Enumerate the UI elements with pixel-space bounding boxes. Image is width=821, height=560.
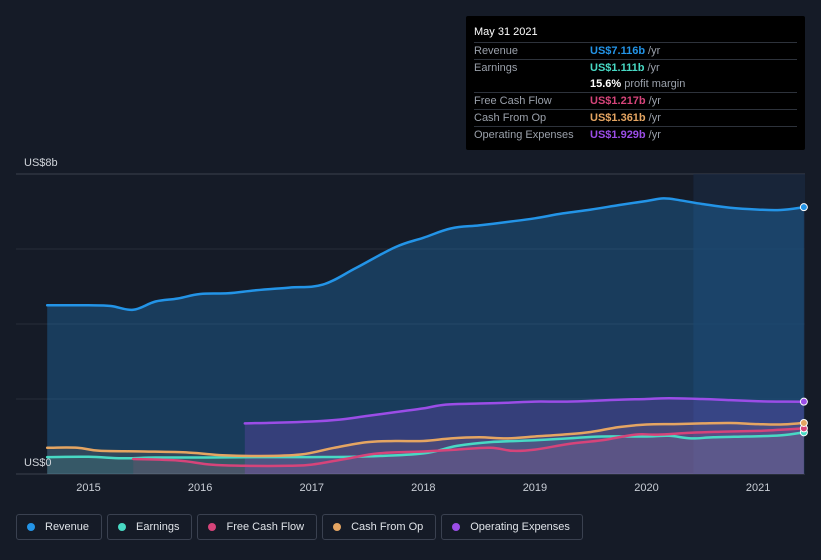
legend-item-earnings[interactable]: Earnings bbox=[107, 514, 193, 540]
x-tick-label: 2017 bbox=[299, 482, 323, 494]
legend-label: Operating Expenses bbox=[470, 521, 570, 533]
tooltip-row-operating-expenses: Operating Expenses US$1.929b /yr bbox=[474, 126, 797, 143]
tooltip-label bbox=[474, 76, 590, 92]
tooltip-label: Earnings bbox=[474, 62, 518, 74]
tooltip-value: US$1.217b bbox=[590, 95, 646, 107]
legend-dot-icon bbox=[118, 523, 127, 531]
tooltip-label: Operating Expenses bbox=[474, 129, 574, 141]
series-end-marker-cash-from-op bbox=[799, 418, 808, 427]
x-tick-label: 2016 bbox=[188, 482, 212, 494]
tooltip-label: Free Cash Flow bbox=[474, 95, 552, 107]
y-axis-max-label: US$8b bbox=[24, 157, 58, 169]
tooltip-row-earnings: Earnings US$1.111b /yr bbox=[474, 59, 797, 76]
tooltip-unit: /yr bbox=[647, 62, 660, 74]
tooltip-unit: /yr bbox=[648, 45, 661, 57]
markers-layer bbox=[799, 203, 808, 437]
x-tick-label: 2018 bbox=[411, 482, 435, 494]
legend-label: Cash From Op bbox=[351, 521, 424, 533]
tooltip-unit: /yr bbox=[648, 112, 661, 124]
lines-layer bbox=[45, 197, 806, 468]
series-line-earnings bbox=[45, 431, 806, 460]
tooltip-value: US$1.111b bbox=[590, 62, 645, 74]
x-tick-label: 2021 bbox=[746, 482, 770, 494]
tooltip-label: Cash From Op bbox=[474, 112, 547, 124]
y-axis-min-label: US$0 bbox=[24, 457, 52, 469]
tooltip-date: May 31 2021 bbox=[474, 26, 538, 38]
tooltip-unit: /yr bbox=[648, 95, 661, 107]
series-end-marker-revenue bbox=[799, 203, 808, 212]
x-tick-label: 2020 bbox=[634, 482, 658, 494]
x-axis-ticks: 2015 2016 2017 2018 2019 2020 2021 bbox=[76, 482, 770, 494]
legend-dot-icon bbox=[333, 523, 342, 531]
series-area-free-cash-flow bbox=[133, 428, 804, 474]
series-line-revenue bbox=[45, 197, 806, 312]
series-end-marker-operating-expenses bbox=[799, 397, 808, 406]
legend-dot-icon bbox=[452, 523, 461, 531]
legend-dot-icon bbox=[208, 523, 217, 531]
legend-item-free-cash-flow[interactable]: Free Cash Flow bbox=[197, 514, 318, 540]
tooltip-value: US$7.116b bbox=[590, 45, 646, 57]
tooltip-row-cash-from-op: Cash From Op US$1.361b /yr bbox=[474, 109, 797, 126]
tooltip-row-revenue: Revenue US$7.116b /yr bbox=[474, 42, 797, 59]
tooltip-label: Revenue bbox=[474, 45, 519, 57]
legend-item-revenue[interactable]: Revenue bbox=[16, 514, 103, 540]
tooltip-value: 15.6% bbox=[590, 78, 622, 90]
legend-item-cash-from-op[interactable]: Cash From Op bbox=[322, 514, 437, 540]
x-tick-label: 2019 bbox=[523, 482, 547, 494]
tooltip-value: US$1.929b bbox=[590, 129, 646, 141]
series-line-cash-from-op bbox=[45, 421, 806, 458]
x-tick-label: 2015 bbox=[76, 482, 100, 494]
series-line-operating-expenses bbox=[243, 397, 806, 425]
areas-layer bbox=[47, 198, 804, 474]
legend: Revenue Earnings Free Cash Flow Cash Fro… bbox=[16, 514, 583, 540]
series-area-revenue bbox=[47, 198, 804, 474]
tooltip-panel: May 31 2021 Revenue US$7.116b /yr Earnin… bbox=[466, 16, 805, 150]
legend-label: Revenue bbox=[45, 521, 90, 533]
series-line-free-cash-flow bbox=[131, 427, 806, 468]
legend-item-operating-expenses[interactable]: Operating Expenses bbox=[441, 514, 583, 540]
legend-label: Free Cash Flow bbox=[226, 521, 305, 533]
legend-dot-icon bbox=[27, 523, 35, 531]
tooltip-unit: profit margin bbox=[624, 78, 686, 90]
tooltip-row-profit-margin: 15.6% profit margin bbox=[474, 76, 797, 92]
tooltip-value: US$1.361b bbox=[590, 112, 646, 124]
legend-label: Earnings bbox=[136, 521, 180, 533]
tooltip-unit: /yr bbox=[648, 129, 661, 141]
tooltip-row-free-cash-flow: Free Cash Flow US$1.217b /yr bbox=[474, 92, 797, 109]
